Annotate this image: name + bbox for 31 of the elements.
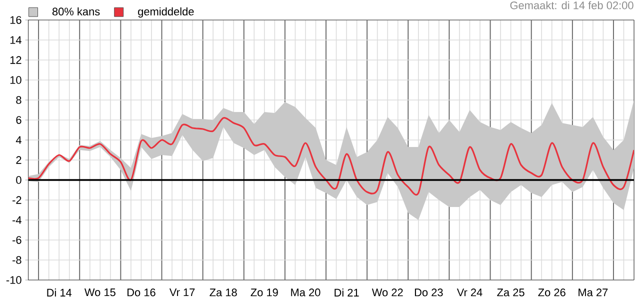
- x-tick-label: Do 23: [414, 288, 443, 296]
- x-tick-label: Zo 19: [250, 288, 278, 296]
- x-tick-label: Di 21: [334, 288, 359, 296]
- y-tick-label: -4: [12, 216, 22, 224]
- y-tick-label: 12: [10, 56, 22, 64]
- y-tick-label: 16: [10, 16, 22, 24]
- y-tick-label: -10: [6, 276, 22, 284]
- text: Gemaakt: di 14 feb 02:00: [510, 1, 634, 10]
- x-tick-label: Vr 17: [169, 288, 195, 296]
- y-tick-label: 6: [16, 116, 22, 124]
- y-tick-label: 8: [16, 96, 22, 104]
- x-tick-label: Wo 15: [84, 288, 116, 296]
- y-tick-label: 4: [16, 136, 22, 144]
- legend-label: 80% kans: [52, 7, 100, 16]
- x-tick-label: Di 14: [47, 288, 72, 296]
- x-tick-label: Vr 24: [456, 288, 482, 296]
- x-tick-label: Ma 27: [578, 288, 608, 296]
- x-tick-label: Zo 26: [538, 288, 566, 296]
- y-tick-label: -6: [12, 236, 22, 244]
- y-tick-label: 0: [16, 176, 22, 184]
- y-tick-label: 10: [10, 76, 22, 84]
- y-tick-label: 2: [16, 156, 22, 164]
- y-tick-label: -2: [12, 196, 22, 204]
- y-tick-label: 14: [10, 36, 22, 44]
- x-tick-label: Za 18: [210, 288, 237, 296]
- legend-label: gemiddelde: [138, 7, 194, 18]
- x-tick-label: Do 16: [128, 288, 156, 296]
- x-tick-label: Wo 22: [372, 288, 403, 296]
- y-tick-label: -8: [12, 256, 22, 264]
- x-tick-label: Ma 20: [291, 288, 320, 296]
- x-tick-label: Za 25: [497, 288, 524, 296]
